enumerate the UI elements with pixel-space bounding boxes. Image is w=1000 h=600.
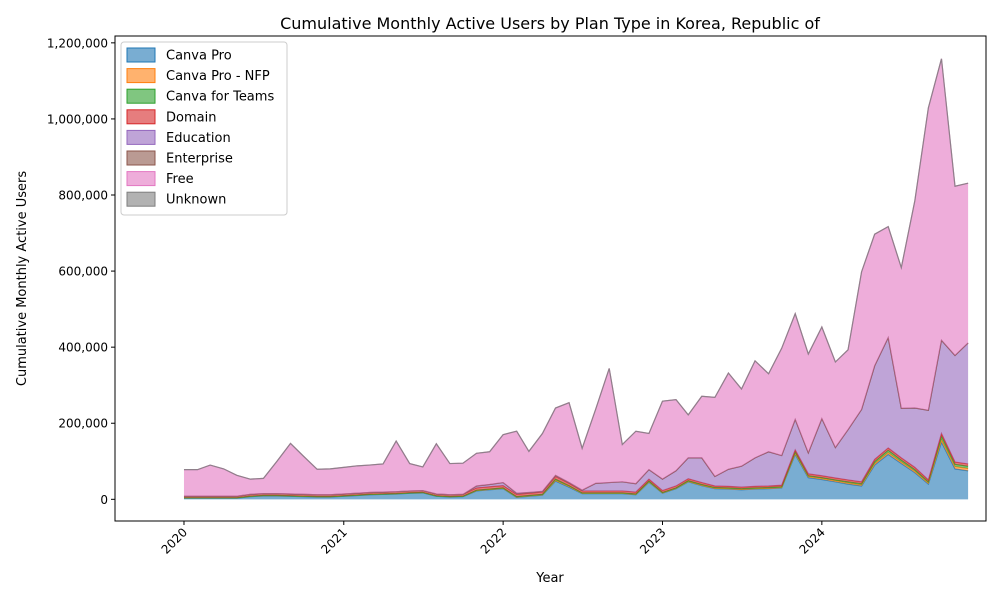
y-axis-label: Cumulative Monthly Active Users	[15, 171, 30, 386]
legend-swatch-canva-pro	[126, 47, 156, 63]
legend-label-canva-for-teams: Canva for Teams	[166, 90, 274, 105]
legend: Canva Pro Canva Pro - NFP Canva for Teams D…	[120, 41, 288, 216]
y-tick-label: 600,000	[58, 265, 108, 279]
area-series-free	[183, 58, 969, 497]
legend-label-unknown: Unknown	[166, 193, 226, 208]
y-tick-label: 0	[100, 493, 108, 507]
legend-label-enterprise: Enterprise	[166, 152, 233, 167]
x-axis-label: Year	[535, 571, 564, 586]
legend-label-education: Education	[166, 131, 231, 146]
y-tick-label: 1,200,000	[47, 36, 108, 50]
legend-swatch-free	[126, 171, 156, 187]
legend-swatch-domain	[126, 109, 156, 125]
area-series-canva-pro	[183, 442, 969, 500]
y-axis: 0 200,000 400,000 600,000 800,000 1,000,000 1,…	[47, 36, 115, 507]
legend-swatch-canva-pro-nfp	[126, 68, 156, 84]
legend-label-canva-pro: Canva Pro	[166, 49, 232, 64]
axes-frame	[114, 35, 987, 522]
area-edge-unknown	[183, 58, 969, 480]
legend-label-free: Free	[166, 172, 194, 187]
y-tick-label: 200,000	[58, 417, 108, 431]
legend-box	[120, 41, 288, 216]
legend-label-domain: Domain	[166, 110, 216, 125]
chart-title: Cumulative Monthly Active Users by Plan …	[280, 14, 820, 33]
y-tick-label: 1,000,000	[47, 112, 108, 126]
legend-swatch-enterprise	[126, 150, 156, 166]
area-series-education	[183, 337, 969, 497]
legend-swatch-unknown	[126, 191, 156, 207]
legend-swatch-education	[126, 129, 156, 145]
plot-area	[183, 58, 969, 500]
legend-swatch-canva-for-teams	[126, 88, 156, 104]
legend-label-canva-pro-nfp: Canva Pro - NFP	[166, 69, 270, 84]
y-tick-label: 800,000	[58, 189, 108, 203]
area-edge-canva-for-teams	[183, 434, 969, 499]
y-tick-label: 400,000	[58, 341, 108, 355]
